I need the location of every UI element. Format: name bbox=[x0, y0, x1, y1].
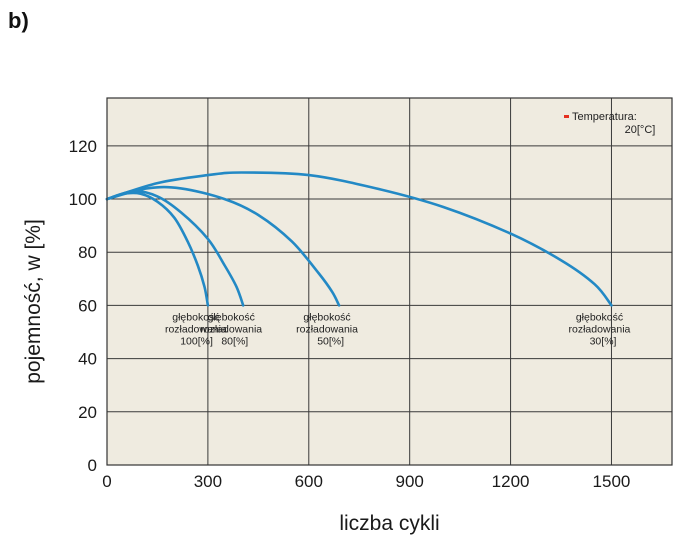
x-axis-label: liczba cykli bbox=[339, 512, 439, 535]
legend-marker bbox=[564, 115, 569, 118]
series-line-3 bbox=[105, 171, 613, 307]
plot-background bbox=[107, 98, 672, 465]
y-axis-label: pojemność, w [%] bbox=[22, 219, 45, 384]
series-label-0-line-2: 100[%] bbox=[180, 335, 213, 347]
legend-text-1: 20[°C] bbox=[625, 124, 656, 136]
curve-labels: głębokośćrozładowania100[%]głębokośćrozł… bbox=[165, 311, 631, 347]
x-axis-ticks: 0 300 600 900 1200 1500 bbox=[102, 472, 630, 491]
series-label-3-line-0: głębokość bbox=[576, 311, 623, 323]
panel-label: b) bbox=[8, 8, 29, 33]
y-axis-ticks: 0 20 40 60 80 100 120 bbox=[69, 137, 97, 475]
y-tick-label-2: 40 bbox=[78, 350, 97, 369]
series-label-0-line-1: rozładowania bbox=[165, 323, 227, 335]
y-tick-label-1: 20 bbox=[78, 403, 97, 422]
x-tick-label-0: 0 bbox=[102, 472, 111, 491]
series-label-1-line-2: 80[%] bbox=[221, 335, 248, 347]
series-line-2 bbox=[105, 185, 341, 307]
grid bbox=[107, 98, 672, 465]
x-tick-label-3: 900 bbox=[395, 472, 423, 491]
y-tick-label-5: 100 bbox=[69, 190, 97, 209]
y-tick-label-0: 0 bbox=[88, 456, 97, 475]
series-label-3-line-2: 30[%] bbox=[590, 335, 617, 347]
series-label-3-line-1: rozładowania bbox=[569, 323, 631, 335]
series-label-1-line-1: rozładowania bbox=[200, 323, 262, 335]
series-label-2-line-2: 50[%] bbox=[317, 335, 344, 347]
y-tick-label-4: 80 bbox=[78, 243, 97, 262]
x-tick-label-1: 300 bbox=[194, 472, 222, 491]
curves bbox=[105, 171, 613, 307]
series-label-0-line-0: głębokość bbox=[172, 311, 219, 323]
plot-frame bbox=[106, 97, 673, 466]
series-label-2-line-1: rozładowania bbox=[296, 323, 358, 335]
x-tick-label-5: 1500 bbox=[593, 472, 631, 491]
legend: Temperatura:20[°C] bbox=[564, 111, 655, 136]
legend-text-0: Temperatura: bbox=[572, 111, 637, 123]
x-tick-label-4: 1200 bbox=[492, 472, 530, 491]
series-label-1-line-0: głębokość bbox=[208, 311, 255, 323]
series-label-2-line-0: głębokość bbox=[303, 311, 350, 323]
y-tick-label-6: 120 bbox=[69, 137, 97, 156]
x-tick-label-2: 600 bbox=[295, 472, 323, 491]
y-tick-label-3: 60 bbox=[78, 296, 97, 315]
